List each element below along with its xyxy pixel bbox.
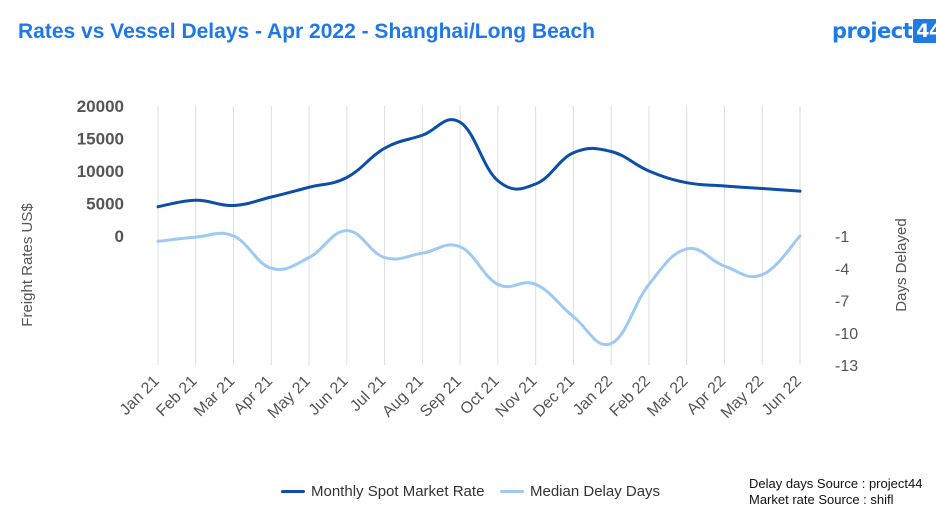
legend-swatch-rate <box>281 490 305 493</box>
x-axis-tick-label: Nov 21 <box>493 373 541 421</box>
delay-source-note: Delay days Source : project44 <box>749 476 923 491</box>
x-axis-tick-label: Feb 22 <box>607 373 654 420</box>
right-axis-tick-label: -4 <box>835 261 849 278</box>
right-axis-tick-label: -7 <box>835 294 849 311</box>
right-axis-title: Days Delayed <box>893 218 910 311</box>
project44-logo: project 44 <box>832 14 936 48</box>
logo-text: project <box>832 19 913 43</box>
left-axis-tick-label: 15000 <box>77 130 124 149</box>
x-axis-tick-label: Mar 22 <box>644 373 691 420</box>
x-axis-tick-label: Aug 21 <box>379 373 427 421</box>
left-axis-title: Freight Rates US$ <box>19 203 36 327</box>
x-axis-tick-label: May 21 <box>265 373 314 422</box>
median-delay-days-line <box>156 229 802 347</box>
x-axis-tick-label: Dec 21 <box>530 373 578 421</box>
right-axis-tick-label: -13 <box>835 358 858 375</box>
left-axis-tick-label: 20000 <box>77 97 124 116</box>
x-axis-tick-label: Jun 21 <box>306 373 352 419</box>
left-axis-tick-label: 5000 <box>86 195 124 214</box>
monthly-spot-rate-line <box>156 118 802 209</box>
legend-item-rate: Monthly Spot Market Rate <box>281 483 484 500</box>
chart-title: Rates vs Vessel Delays - Apr 2022 - Shan… <box>18 20 595 43</box>
x-axis-tick-label: Sep 21 <box>417 373 465 421</box>
left-axis-tick-label: 10000 <box>77 162 124 181</box>
series-lines <box>156 118 802 347</box>
left-axis-tick-label: 0 <box>115 227 124 246</box>
right-axis-tick-label: -10 <box>835 326 858 343</box>
x-axis-tick-label: Feb 21 <box>153 373 200 420</box>
legend-item-delay: Median Delay Days <box>500 483 660 500</box>
x-axis-tick-label: May 22 <box>718 373 767 422</box>
grid-lines <box>157 106 801 365</box>
right-axis-tick-label: -1 <box>835 229 849 246</box>
legend-label-delay: Median Delay Days <box>530 483 661 500</box>
legend-swatch-delay <box>500 490 524 493</box>
legend-label-rate: Monthly Spot Market Rate <box>311 483 485 500</box>
x-axis-tick-label: Mar 21 <box>191 373 238 420</box>
rate-source-note: Market rate Source : shifl <box>749 492 894 507</box>
logo-number: 44 <box>913 19 936 43</box>
right-axis-ticks: -1 -4 -7 -10 -13 <box>835 229 858 375</box>
left-axis-ticks: 0 5000 10000 15000 20000 <box>77 97 124 246</box>
x-axis-tick-label: Jun 22 <box>759 373 805 419</box>
